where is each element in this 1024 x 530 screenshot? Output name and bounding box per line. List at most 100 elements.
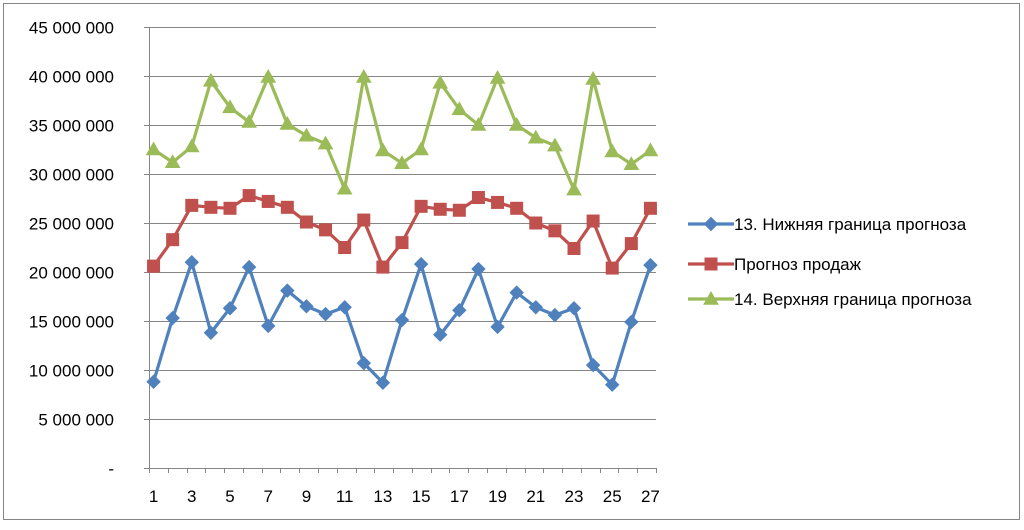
data-point-marker (280, 283, 295, 298)
y-tick-label: - (108, 460, 114, 479)
data-point-marker (166, 233, 180, 247)
data-point-marker (145, 141, 162, 156)
data-point-marker (337, 300, 352, 315)
data-point-marker (585, 70, 601, 85)
x-tick-label: 1 (149, 487, 158, 506)
data-point-marker (376, 260, 390, 274)
data-point-marker (433, 202, 447, 216)
data-point-marker (604, 143, 621, 158)
x-tick-label: 23 (565, 487, 584, 506)
x-tick-label: 9 (302, 487, 311, 506)
data-point-marker (471, 261, 486, 277)
legend: 13. Нижняя граница прогноза Прогноз прода… (688, 215, 972, 309)
y-tick-label: 15 000 000 (29, 313, 114, 332)
data-point-marker (432, 74, 449, 89)
y-tick-label: 35 000 000 (29, 117, 114, 136)
data-point-marker (165, 310, 180, 326)
data-point-marker (623, 156, 640, 170)
data-point-marker (261, 194, 275, 208)
data-point-marker (318, 306, 333, 322)
data-point-marker (242, 189, 256, 203)
data-point-marker (280, 200, 294, 214)
data-point-marker (146, 374, 161, 389)
data-point-marker (452, 303, 467, 318)
data-point-marker (470, 116, 487, 131)
data-point-marker (548, 224, 562, 238)
x-tick-label: 27 (641, 487, 660, 506)
data-point-marker (491, 195, 505, 209)
y-tick-label: 30 000 000 (29, 166, 114, 185)
data-point-marker (529, 216, 543, 230)
data-point-marker (184, 254, 199, 270)
data-point-marker (279, 116, 296, 130)
data-point-marker (605, 261, 619, 275)
data-point-marker (338, 241, 352, 254)
data-point-marker (452, 203, 466, 217)
x-tick-label: 7 (263, 487, 272, 506)
data-point-marker (375, 142, 391, 157)
gridlines (149, 27, 656, 420)
data-point-marker (319, 223, 333, 237)
data-point-marker (605, 377, 620, 392)
data-point-marker (528, 300, 543, 315)
x-tick-label: 15 (412, 487, 431, 506)
data-point-marker (413, 256, 429, 272)
data-point-marker (164, 154, 181, 168)
data-point-marker (489, 69, 506, 84)
data-point-marker (704, 257, 718, 271)
data-point-marker (357, 213, 371, 227)
x-tick-label: 11 (336, 487, 354, 506)
data-point-marker (527, 129, 544, 144)
data-point-marker (508, 116, 525, 131)
data-point-marker (261, 318, 276, 334)
data-point-marker (222, 301, 238, 316)
series-1 (146, 254, 658, 392)
x-tick-label: 19 (488, 487, 507, 506)
x-tick-label: 5 (225, 487, 234, 506)
y-tick-label: 5 000 000 (38, 411, 114, 430)
legend-item-1: 13. Нижняя граница прогноза (688, 215, 967, 234)
data-point-marker (642, 142, 659, 157)
data-point-marker (566, 181, 582, 196)
series-2 (147, 189, 657, 275)
data-point-marker (260, 68, 277, 83)
legend-item-2: Прогноз продаж (688, 255, 862, 274)
data-point-marker (490, 319, 505, 335)
data-point-marker (203, 72, 219, 87)
legend-label: 13. Нижняя граница прогноза (734, 215, 967, 234)
data-point-marker (586, 214, 600, 228)
data-point-marker (241, 259, 257, 275)
data-point-marker (185, 198, 199, 212)
y-tick-label: 20 000 000 (29, 264, 114, 283)
data-point-marker (510, 201, 524, 215)
data-point-marker (298, 127, 315, 142)
x-tick-label: 17 (450, 487, 469, 506)
data-point-marker (299, 299, 314, 314)
y-tick-label: 40 000 000 (29, 68, 114, 87)
series-group (145, 68, 659, 392)
data-point-marker (223, 201, 237, 215)
data-point-marker (471, 191, 485, 205)
legend-item-3: 14. Верхняя граница прогноза (688, 290, 972, 309)
data-point-marker (509, 285, 524, 300)
x-tick-label: 25 (603, 487, 622, 506)
data-point-marker (433, 327, 448, 342)
series-3 (145, 68, 659, 196)
legend-label: 14. Верхняя граница прогноза (734, 290, 972, 309)
data-point-marker (355, 68, 372, 83)
data-point-marker (624, 314, 639, 330)
data-point-marker (375, 375, 391, 390)
y-tick-label: 45 000 000 (29, 19, 114, 38)
chart-border (3, 3, 1020, 520)
data-point-marker (703, 216, 719, 232)
data-point-marker (643, 201, 657, 215)
data-point-marker (394, 312, 410, 328)
data-point-marker (203, 325, 219, 340)
legend-label: Прогноз продаж (734, 255, 862, 274)
data-point-marker (703, 290, 719, 305)
data-point-marker (547, 307, 563, 323)
data-point-marker (414, 199, 428, 213)
data-point-marker (451, 101, 468, 116)
data-point-marker (567, 241, 581, 255)
